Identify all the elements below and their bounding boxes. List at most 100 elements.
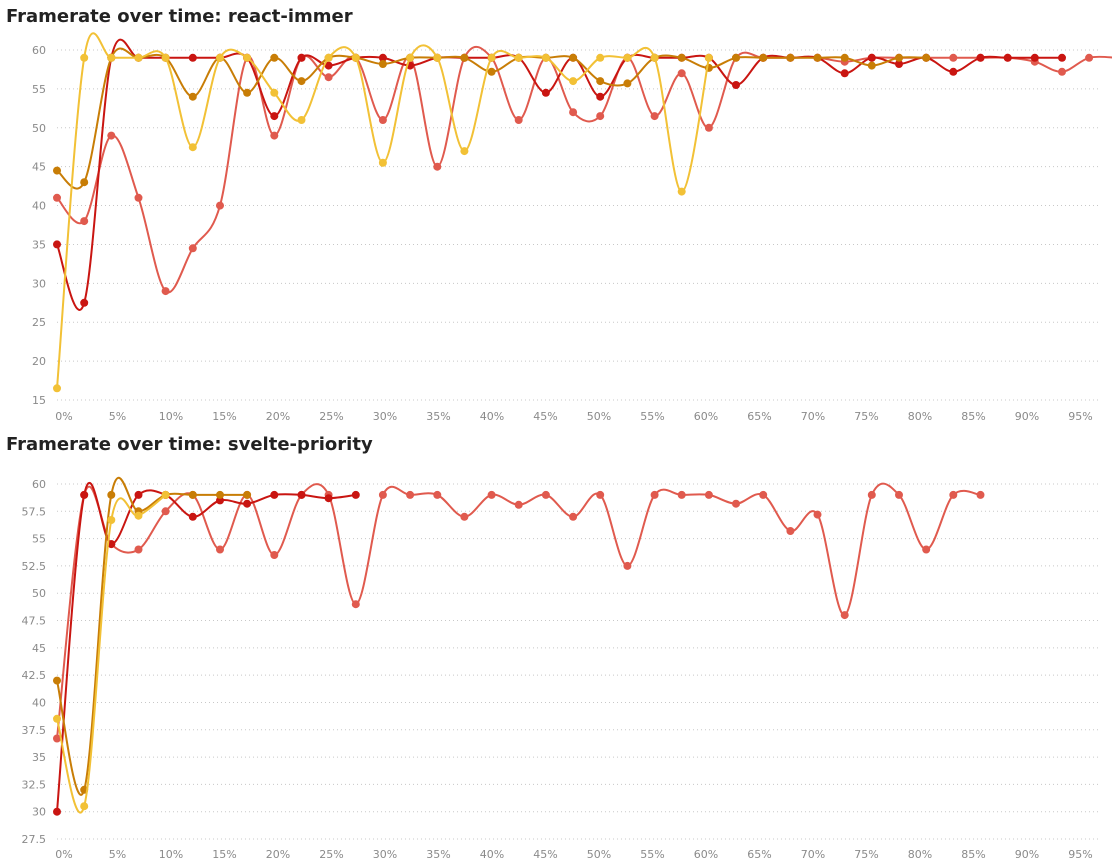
data-point [107,53,116,62]
data-point [976,53,985,62]
data-point [53,676,61,685]
x-tick-label: 20% [266,848,290,861]
series-line [56,476,248,796]
data-point [351,490,360,499]
data-point [134,511,143,520]
data-point [270,490,279,499]
data-point [1003,53,1012,62]
x-tick-label: 10% [159,410,183,423]
data-point [623,561,632,570]
data-point [324,73,333,82]
data-point [243,53,252,62]
y-tick-label: 37.5 [22,724,47,737]
data-point [596,490,605,499]
x-tick-label: 35% [426,410,450,423]
x-tick-label: 55% [640,410,664,423]
data-point [650,490,659,499]
data-point [216,496,224,505]
data-point [704,53,713,62]
data-point [378,60,387,68]
line-chart-svelte-priority: 27.5 30 32.5 35 37.5 40 42.5 45 47.5 50 52.5 55 57.5… [22,476,1100,861]
data-point [569,512,578,521]
data-point [1030,53,1039,62]
x-tick-label: 30% [373,410,397,423]
data-point [677,53,686,62]
data-point [895,60,903,68]
data-point [53,384,61,393]
x-tick-label: 75% [854,410,878,423]
data-point [406,490,415,499]
data-point [270,551,279,559]
data-point [813,510,822,519]
data-point [867,61,876,70]
data-point [53,193,61,202]
data-point [134,545,143,554]
line-chart-react-immer: 15 20 25 30 35 40 45 50 55 60 0% 5% 10% 15% 20% 25% 30% 3… [32,32,1112,423]
y-tick-label: 30 [32,277,46,290]
x-tick-label: 55% [640,848,664,861]
series-line [56,46,1112,294]
x-tick-label: 15% [212,410,236,423]
y-tick-label: 60 [32,478,46,491]
data-point [107,131,116,140]
data-point [786,527,795,535]
data-point [732,499,740,508]
x-tick-label: 90% [1015,410,1039,423]
data-point [541,88,550,97]
data-point [53,714,61,723]
data-point [188,92,197,101]
data-point [297,77,306,86]
series-0 [53,482,985,743]
x-tick-label: 45% [533,848,557,861]
y-tick-label: 35 [32,751,46,764]
chart-title: Framerate over time: react-immer [6,6,353,27]
data-point [134,193,143,202]
x-tick-label: 65% [747,410,771,423]
data-point [270,112,279,121]
x-tick-label: 10% [159,848,183,861]
x-tick-label: 15% [212,848,236,861]
data-point [623,79,632,88]
data-point [650,112,659,121]
x-tick-label: 90% [1015,848,1039,861]
data-point [596,92,605,101]
y-tick-label: 27.5 [22,833,47,846]
data-point [188,244,197,253]
data-point [1085,53,1094,62]
x-tick-label: 70% [801,848,825,861]
x-tick-label: 25% [319,410,343,423]
data-point [188,490,197,499]
y-tick-label: 40 [32,200,46,213]
y-tick-label: 30 [32,806,46,819]
data-point [188,512,197,521]
data-point [487,490,496,499]
data-point [1058,67,1066,76]
data-point [297,116,306,124]
data-point [949,53,958,62]
y-tick-label: 52.5 [22,560,47,573]
x-tick-label: 60% [694,410,718,423]
data-point [433,162,442,171]
y-tick-label: 20 [32,355,46,368]
data-point [922,545,931,554]
series-line [56,482,356,812]
data-point [650,53,659,62]
x-tick-label: 95% [1068,410,1092,423]
data-point [867,490,876,499]
data-point [243,88,252,97]
x-tick-label: 40% [480,410,504,423]
data-point [840,69,849,78]
x-tick-label: 70% [801,410,825,423]
x-tick-label: 80% [908,410,932,423]
x-tick-label: 85% [961,410,985,423]
data-point [161,53,170,62]
data-point [378,53,387,62]
y-axis: 15 20 25 30 35 40 45 50 55 60 [32,44,46,407]
chart-title: Framerate over time: svelte-priority [6,434,373,455]
x-tick-label: 0% [55,848,72,861]
series-line [56,482,981,739]
data-point [406,53,415,62]
data-point [569,108,578,117]
data-point [732,53,740,62]
data-point [134,490,143,499]
